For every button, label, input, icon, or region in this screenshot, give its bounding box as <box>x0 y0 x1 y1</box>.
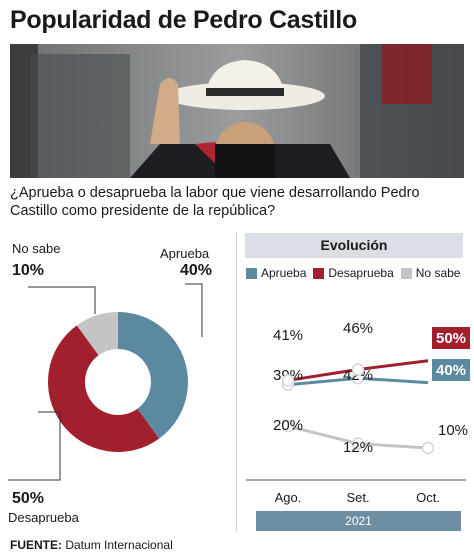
data-label-no-sabe-1: 12% <box>343 439 373 456</box>
marker-no-sabe-2 <box>421 441 435 455</box>
president-photo <box>10 44 464 178</box>
marker-desaprueba-0 <box>281 374 295 387</box>
legend-swatch-no-sabe <box>400 267 412 279</box>
legend-desaprueba: Desaprueba <box>313 266 394 280</box>
data-label-desaprueba-0: 41% <box>273 327 303 344</box>
legend-no-sabe: No sabe <box>400 266 461 280</box>
leader-desaprueba <box>8 411 61 481</box>
label-aprueba: Aprueba <box>160 246 210 261</box>
marker-desaprueba-1 <box>351 363 365 376</box>
line-chart: 39%42%40%41%46%50%20%12%10% Ago.Set.Oct. <box>246 320 470 505</box>
marker-no-sabe-1 <box>351 437 365 450</box>
pct-desaprueba: 50% <box>12 490 45 507</box>
data-label-desaprueba-2: 50% <box>436 330 466 347</box>
evolution-title: Evolución <box>245 233 463 258</box>
legend-swatch-desaprueba <box>313 267 325 279</box>
donut-chart <box>8 283 203 481</box>
data-label-no-sabe-0: 20% <box>273 417 303 434</box>
slice-desaprueba <box>48 325 160 452</box>
source-label: FUENTE: <box>10 538 62 552</box>
slice-no-sabe <box>76 312 118 356</box>
legend-swatch-aprueba <box>246 267 257 279</box>
x-tick-label-0: Ago. <box>275 490 302 505</box>
label-desaprueba: Desaprueba <box>8 510 79 525</box>
label-no-sabe: No sabe <box>12 241 61 256</box>
divider <box>236 232 237 532</box>
slice-aprueba <box>118 312 189 439</box>
survey-question: ¿Aprueba o desaprueba la labor que viene… <box>10 185 420 219</box>
legend-label-no-sabe: No sabe <box>415 266 461 280</box>
source-note: FUENTE: Datum Internacional <box>10 538 173 552</box>
legend-aprueba: Aprueba <box>246 266 306 280</box>
value-box-aprueba <box>432 359 470 381</box>
data-label-no-sabe-2: 10% <box>438 422 468 439</box>
leader-aprueba <box>185 283 203 337</box>
source-text: Datum Internacional <box>65 538 173 552</box>
x-tick-label-2: Oct. <box>416 490 440 505</box>
legend-label-desaprueba: Desaprueba <box>328 266 394 280</box>
x-tick-label-1: Set. <box>346 490 369 505</box>
marker-no-sabe-0 <box>281 419 295 433</box>
data-label-desaprueba-1: 46% <box>343 320 373 337</box>
value-box-desaprueba <box>432 327 470 349</box>
leader-no-sabe <box>28 286 96 314</box>
pct-no-sabe: 10% <box>12 262 45 279</box>
data-label-aprueba-2: 40% <box>436 362 466 379</box>
year-bar: 2021 <box>256 511 461 531</box>
legend-label-aprueba: Aprueba <box>261 266 307 280</box>
legend: Aprueba Desaprueba No sabe <box>246 266 467 280</box>
page-title: Popularidad de Pedro Castillo <box>10 6 357 34</box>
pct-aprueba: 40% <box>180 262 213 279</box>
